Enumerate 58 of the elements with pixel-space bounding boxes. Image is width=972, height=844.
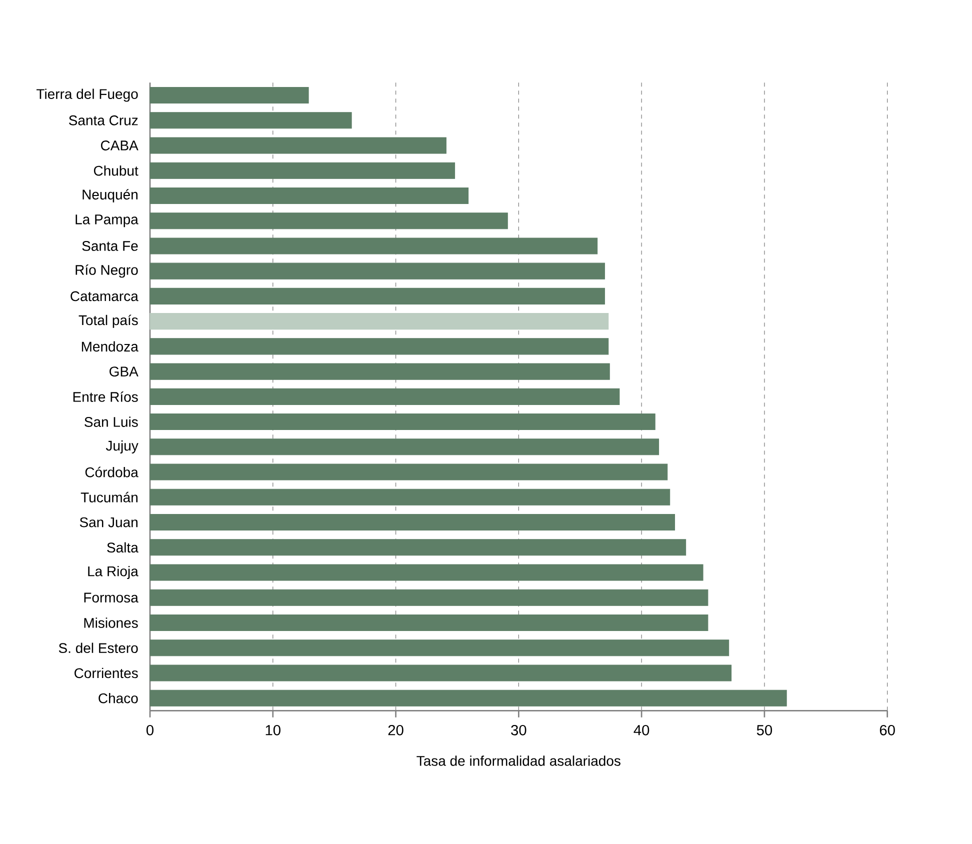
bar <box>150 589 708 606</box>
y-tick-label: Mendoza <box>82 341 138 352</box>
y-tick-label: Salta <box>107 542 138 553</box>
y-tick-label: Entre Ríos <box>73 391 138 402</box>
y-tick-label: San Juan <box>80 517 138 528</box>
bar <box>150 438 660 456</box>
y-tick-label: Corrientes <box>74 668 138 678</box>
bar <box>150 690 787 706</box>
bar <box>150 664 732 682</box>
bar <box>150 338 609 355</box>
y-tick-label: Jujuy <box>106 440 138 454</box>
y-tick-label: La Pampa <box>76 214 138 228</box>
bar <box>150 112 352 129</box>
y-tick-label: Río Negro <box>76 264 138 278</box>
y-tick-label: La Rioja <box>88 566 138 580</box>
bar <box>150 313 609 330</box>
bar <box>150 564 704 581</box>
y-tick-label: Chubut <box>94 165 138 176</box>
y-tick-label: S. del Estero <box>58 642 138 654</box>
bar <box>150 187 469 204</box>
y-tick-label: Formosa <box>84 592 138 603</box>
y-tick-label: Córdoba <box>85 466 138 478</box>
bar <box>150 414 656 430</box>
bar <box>150 488 670 506</box>
y-tick-label: GBA <box>110 366 138 377</box>
x-tick-label: 40 <box>634 724 650 736</box>
bar <box>150 288 605 304</box>
x-tick-label: 30 <box>511 724 526 736</box>
bar <box>150 137 446 154</box>
bar <box>150 238 598 254</box>
x-tick-label: 60 <box>880 724 895 736</box>
bar <box>150 539 686 556</box>
y-tick-label: San Luis <box>84 416 138 427</box>
y-tick-label: Tucumán <box>80 492 138 502</box>
bar <box>150 162 456 179</box>
y-tick-label: Neuquén <box>82 189 138 202</box>
y-tick-label: Santa Cruz <box>68 115 138 126</box>
y-tick-label: CABA <box>100 140 138 150</box>
x-tick-label: 0 <box>146 724 154 736</box>
x-tick-label: 10 <box>266 724 280 736</box>
bar <box>150 86 309 104</box>
y-tick-label: Total país <box>78 314 138 328</box>
x-tick-label: 20 <box>388 724 404 736</box>
bar <box>150 464 668 480</box>
bar <box>150 640 730 656</box>
y-tick-label: Catamarca <box>70 291 138 302</box>
bar <box>150 262 605 280</box>
bar <box>150 363 610 380</box>
bar <box>150 388 620 405</box>
y-tick-label: Santa Fe <box>82 241 138 251</box>
y-tick-label: Chaco <box>98 692 138 704</box>
y-tick-label: Misiones <box>84 618 138 628</box>
x-axis-title: Tasa de informalidad asalariados <box>416 756 620 766</box>
y-tick-label: Tierra del Fuego <box>36 88 138 102</box>
x-tick-label: 50 <box>756 724 772 736</box>
bar <box>150 614 708 632</box>
bar <box>150 514 676 531</box>
bar <box>150 212 508 230</box>
